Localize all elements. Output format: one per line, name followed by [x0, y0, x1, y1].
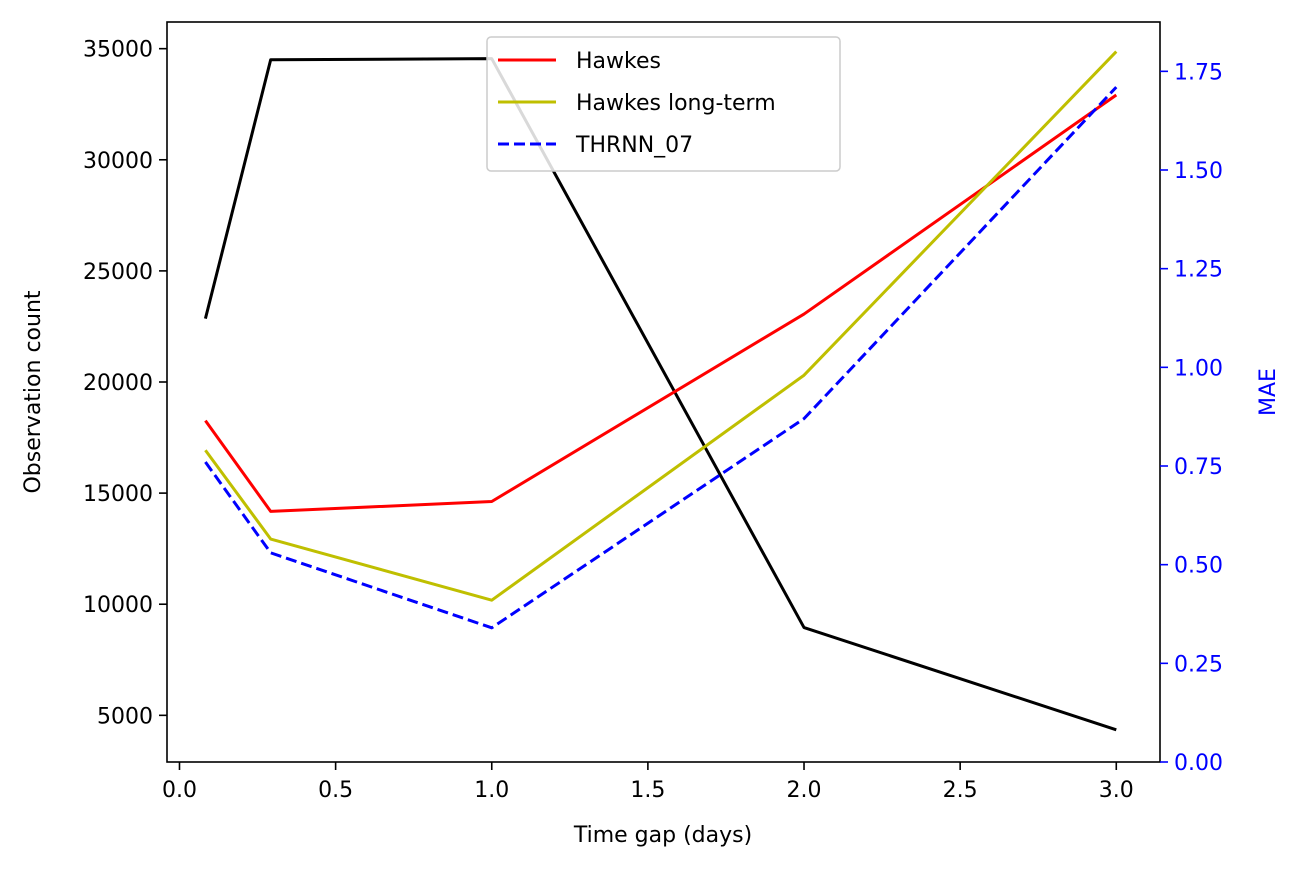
y-right-tick-label: 1.25 [1174, 258, 1223, 283]
legend-label-hawkes: Hawkes [576, 49, 661, 74]
y-left-tick-label: 5000 [97, 704, 153, 729]
legend-label-hawkes-long-term: Hawkes long-term [576, 91, 776, 116]
y-axis-right: 0.00 0.25 0.50 0.75 1.00 1.25 1.50 1.75 [1160, 60, 1223, 776]
y-left-tick-label: 10000 [83, 593, 153, 618]
y-right-tick-label: 1.00 [1174, 356, 1223, 381]
series-line-hawkes [204, 93, 1118, 513]
legend: Hawkes Hawkes long-term THRNN_07 [486, 36, 841, 172]
plot-lines [203, 50, 1118, 732]
plot-frame [166, 21, 1161, 763]
x-tick-label: 2.0 [787, 778, 822, 803]
y-left-tick-label: 20000 [83, 371, 153, 396]
y-left-tick-label: 25000 [83, 260, 153, 285]
y-left-tick-label: 35000 [83, 38, 153, 63]
y-axis-left-title: Observation count [21, 290, 46, 493]
x-tick-label: 0.0 [162, 778, 197, 803]
x-axis-title: Time gap (days) [573, 823, 752, 848]
legend-label-thrnn-07: THRNN_07 [575, 133, 693, 158]
y-right-tick-label: 1.50 [1174, 159, 1223, 184]
x-tick-label: 3.0 [1099, 778, 1134, 803]
y-left-tick-label: 30000 [83, 149, 153, 174]
y-right-tick-label: 0.50 [1174, 554, 1223, 579]
y-axis-left: 5000 10000 15000 20000 25000 30000 35000 [83, 38, 167, 729]
series-line-hawkes-long-term [204, 50, 1118, 602]
x-tick-label: 2.5 [943, 778, 978, 803]
y-right-tick-label: 1.75 [1174, 60, 1223, 85]
legend-box [486, 36, 841, 172]
x-axis: 0.0 0.5 1.0 1.5 2.0 2.5 3.0 [162, 762, 1134, 803]
y-right-tick-label: 0.00 [1174, 751, 1223, 776]
y-right-tick-label: 0.75 [1174, 455, 1223, 480]
series-line-thrnn-07 [204, 86, 1118, 630]
x-tick-label: 1.0 [474, 778, 509, 803]
x-tick-label: 1.5 [630, 778, 665, 803]
y-axis-right-title: MAE [1256, 368, 1281, 416]
x-tick-label: 0.5 [318, 778, 353, 803]
y-right-tick-label: 0.25 [1174, 652, 1223, 677]
y-left-tick-label: 15000 [83, 482, 153, 507]
